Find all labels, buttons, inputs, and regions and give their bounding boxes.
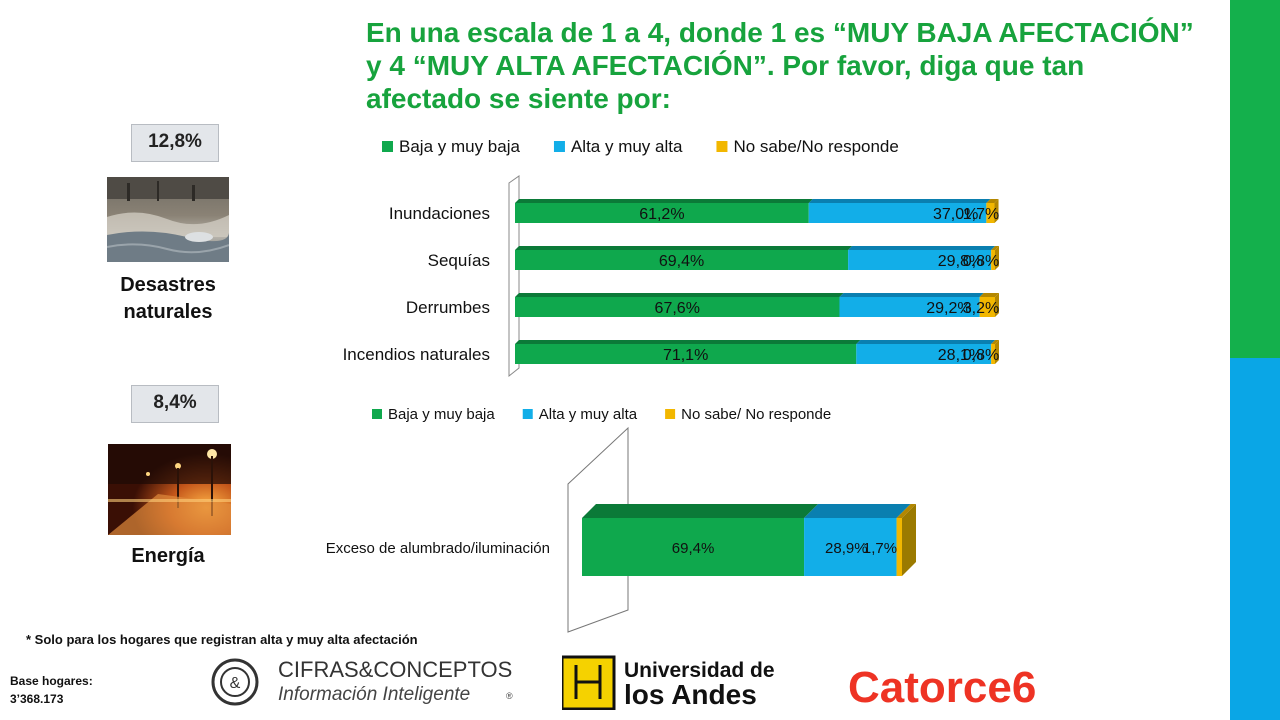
bar-incendios-naturales-alta-y-muy-alta	[856, 344, 992, 364]
legend-label-alta-y-muy-alta: Alta y muy alta	[571, 137, 683, 156]
category-label-sequias: Sequías	[428, 251, 490, 270]
bar-derrumbes-no-sabe-no-responde	[979, 297, 995, 317]
natural-disasters-chart: Baja y muy baja Alta y muy alta No sabe/No…	[343, 137, 999, 378]
bar-top-incendios-naturales-no-sabe-no-responde	[991, 340, 999, 344]
bar-top-derrumbes-baja-y-muy-baja	[515, 293, 844, 297]
bar-inundaciones-alta-y-muy-alta	[808, 203, 987, 223]
bar-derrumbes-baja-y-muy-baja	[515, 297, 840, 317]
data-label2-alta: 28,9%	[825, 540, 868, 557]
data-label-inundaciones-baja: 61,2%	[639, 206, 684, 223]
desastres-badge: 12,8%	[131, 124, 219, 162]
bar-sequias-no-sabe-no-responde	[991, 250, 995, 270]
data-label2-nsnr: 1,7%	[863, 540, 897, 557]
uniandes-line2: los Andes	[624, 679, 757, 710]
bar-side-sequias	[995, 246, 999, 270]
uniandes-line1: Universidad de	[624, 659, 775, 682]
legend-swatch-baja-y-muy-baja	[382, 141, 393, 152]
legend2-swatch-baja-y-muy-baja	[372, 409, 382, 419]
data-label-sequias-nsnr: 0,8%	[963, 253, 999, 270]
legend2-label-baja-y-muy-baja: Baja y muy baja	[388, 406, 495, 423]
legend2-swatch-alta-y-muy-alta	[522, 409, 533, 419]
data-label-inundaciones-nsnr: 1,7%	[963, 206, 999, 223]
energy-chart: Baja y muy baja Alta y muy alta No sabe/ N…	[326, 406, 916, 633]
data-label-sequias-alta: 29,8%	[938, 253, 983, 270]
bar-incendios-naturales-baja-y-muy-baja	[515, 344, 857, 364]
legend2-label-alta-y-muy-alta: Alta y muy alta	[539, 406, 638, 423]
desastres-label-line2: naturales	[123, 301, 213, 323]
bar-top-incendios-naturales-baja-y-muy-baja	[515, 340, 861, 344]
bar-inundaciones-no-sabe-no-responde	[986, 203, 995, 223]
bar-derrumbes-alta-y-muy-alta	[839, 297, 980, 317]
legend-label-no-sabe-no-responde: No sabe/No responde	[733, 137, 898, 156]
bar-top-inundaciones-baja-y-muy-baja	[515, 199, 813, 203]
legend-label-baja-y-muy-baja: Baja y muy baja	[399, 137, 520, 156]
footnote: * Solo para los hogares que registran al…	[26, 632, 418, 647]
legend2-label-no-sabe-no-responde: No sabe/ No responde	[681, 406, 831, 423]
bar2-alta-y-muy-alta	[804, 518, 897, 576]
data-label2-baja: 69,4%	[672, 540, 715, 557]
bar-top-sequias-no-sabe-no-responde	[991, 246, 999, 250]
side-bar-green	[1230, 0, 1280, 358]
data-label-inundaciones-alta: 37,0%	[933, 206, 978, 223]
data-label-derrumbes-nsnr: 3,2%	[963, 300, 999, 317]
bar2-no-sabe-no-responde	[896, 518, 902, 576]
page-title: En una escala de 1 a 4, donde 1 es “MUY …	[366, 17, 1194, 114]
bar-top-derrumbes-alta-y-muy-alta	[839, 293, 984, 297]
category-label-exceso-de-alumbrado-iluminacion: Exceso de alumbrado/iluminación	[326, 540, 550, 557]
data-label-incendios-naturales-nsnr: 0,8%	[963, 347, 999, 364]
flood-photo	[107, 177, 229, 262]
chart1-wall	[508, 175, 520, 378]
base-line2: 3’368.173	[10, 692, 64, 706]
data-label-sequias-baja: 69,4%	[659, 253, 704, 270]
cifras-mark: &	[230, 675, 241, 692]
bar2-side	[902, 504, 916, 576]
data-label-derrumbes-alta: 29,2%	[926, 300, 971, 317]
bar-top-derrumbes-no-sabe-no-responde	[979, 293, 999, 297]
energia-badge: 8,4%	[131, 385, 219, 423]
base-line1: Base hogares:	[10, 674, 93, 688]
cifras-reg: ®	[506, 691, 513, 701]
bar-top-inundaciones-no-sabe-no-responde	[986, 199, 999, 203]
bar2-top-no-sabe-no-responde	[896, 504, 916, 518]
bar-incendios-naturales-no-sabe-no-responde	[991, 344, 995, 364]
data-label-incendios-naturales-alta: 28,1%	[938, 347, 983, 364]
bar-side-inundaciones	[994, 199, 999, 223]
cifras-logo-line2: Información Inteligente	[278, 684, 470, 705]
category-label-derrumbes: Derrumbes	[406, 298, 490, 317]
catorce6-logo: Catorce6	[848, 660, 1138, 712]
base-note: Base hogares: 3’368.173	[10, 672, 93, 708]
data-label-incendios-naturales-baja: 71,1%	[663, 347, 708, 364]
legend-swatch-no-sabe-no-responde	[716, 141, 728, 152]
catorce6-text: Catorce6	[848, 663, 1036, 710]
night-street-photo	[108, 444, 231, 535]
bar-top-sequias-baja-y-muy-baja	[515, 246, 853, 250]
bar-top-inundaciones-alta-y-muy-alta	[808, 199, 991, 203]
legend-swatch-alta-y-muy-alta	[553, 141, 565, 152]
desastres-label-line1: Desastres	[120, 274, 216, 296]
bar-side-derrumbes	[995, 293, 999, 317]
data-label-derrumbes-baja: 67,6%	[655, 300, 700, 317]
category-label-incendios-naturales: Incendios naturales	[343, 345, 490, 364]
bar2-baja-y-muy-baja	[582, 518, 805, 576]
bar2-top-baja-y-muy-baja	[582, 504, 819, 518]
bar-inundaciones-baja-y-muy-baja	[515, 203, 809, 223]
bar-top-sequias-alta-y-muy-alta	[848, 246, 996, 250]
desastres-label: Desastres naturales	[90, 272, 246, 326]
bar-top-incendios-naturales-alta-y-muy-alta	[856, 340, 996, 344]
energia-label: Energía	[131, 545, 205, 567]
cifras-conceptos-logo: & CIFRAS&CONCEPTOS Información Inteligen…	[208, 655, 538, 710]
bar2-top-alta-y-muy-alta	[804, 504, 911, 518]
bar-side-incendios-naturales	[995, 340, 999, 364]
category-label-inundaciones: Inundaciones	[389, 204, 490, 223]
legend2-swatch-no-sabe-no-responde	[665, 409, 676, 419]
bar-sequias-alta-y-muy-alta	[848, 250, 992, 270]
side-bar-blue	[1230, 358, 1280, 720]
chart2-wall	[567, 426, 629, 633]
bar-sequias-baja-y-muy-baja	[515, 250, 849, 270]
cifras-logo-line1: CIFRAS&CONCEPTOS	[278, 657, 512, 682]
uniandes-logo: Universidad de los Andes	[560, 655, 822, 711]
